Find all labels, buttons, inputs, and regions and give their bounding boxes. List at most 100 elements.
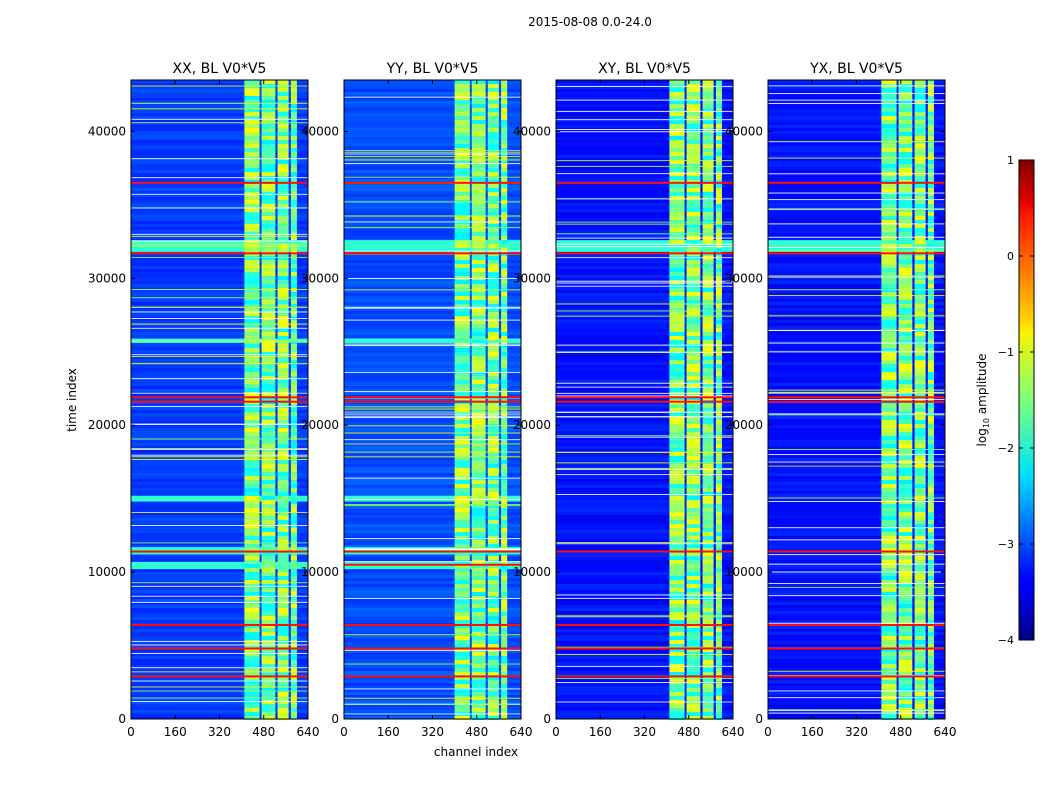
heatmap-noise: [344, 80, 521, 719]
panel-yy: YY, BL V0*V5 0 160 320 480 640 0 10000 20000 3000…: [301, 61, 533, 739]
colorbar: 1 0 −1 −2 −3 −4 log10 amplitude: [975, 154, 1035, 647]
flagged-row: [344, 400, 521, 403]
x-tick-label: 320: [421, 725, 444, 739]
y-tick-label: 0: [331, 712, 339, 726]
x-tick-label: 480: [889, 725, 912, 739]
panel-yx: YX, BL V0*V5 0 160 320 480 640 0 10000 20000 3000…: [725, 61, 957, 739]
flagged-row: [556, 623, 733, 626]
panel-title: YY, BL V0*V5: [386, 61, 479, 77]
y-tick-label: 0: [543, 712, 551, 726]
x-tick-label: 0: [127, 725, 135, 739]
x-tick-label: 320: [208, 725, 231, 739]
colorbar-tick-label: −4: [998, 634, 1014, 647]
flagged-row: [556, 396, 733, 399]
flagged-row: [556, 181, 733, 184]
horizontal-lines: [768, 85, 945, 714]
flagged-row: [344, 252, 521, 255]
flagged-row: [131, 252, 308, 255]
panel-title: XY, BL V0*V5: [598, 61, 691, 77]
flagged-row: [768, 647, 945, 650]
flagged-row: [556, 647, 733, 650]
flagged-row: [768, 252, 945, 255]
flagged-row: [344, 550, 521, 553]
x-tick-label: 0: [552, 725, 560, 739]
flagged-row: [344, 675, 521, 678]
elevated-band: [768, 240, 945, 252]
heatmap-noise: [768, 80, 945, 719]
flagged-row: [768, 400, 945, 403]
y-tick-label: 20000: [301, 418, 339, 432]
flagged-row: [131, 396, 308, 399]
colorbar-ticks: 1 0 −1 −2 −3 −4: [998, 154, 1034, 647]
elevated-band: [556, 240, 733, 252]
panel-xx: XX, BL V0*V5 0 160 320 480 640 0 10000 20000 3000…: [88, 61, 320, 739]
flagged-row: [131, 647, 308, 650]
x-tick-label: 640: [722, 725, 745, 739]
x-tick-label: 160: [589, 725, 612, 739]
flagged-row: [556, 400, 733, 403]
horizontal-lines: [556, 85, 733, 703]
elevated-band: [344, 338, 521, 343]
panels: XX, BL V0*V5 0 160 320 480 640 0 10000 20000 3000…: [88, 61, 957, 739]
flagged-row: [131, 181, 308, 184]
colorbar-gradient: [1018, 159, 1035, 641]
flagged-row: [344, 563, 521, 566]
y-tick-label: 10000: [301, 565, 339, 579]
flagged-row: [768, 550, 945, 553]
y-tick-label: 0: [755, 712, 763, 726]
flagged-row: [556, 252, 733, 255]
x-tick-label: 640: [934, 725, 957, 739]
flagged-row: [556, 550, 733, 553]
x-tick-label: 0: [764, 725, 772, 739]
flagged-row: [131, 400, 308, 403]
x-tick-label: 640: [510, 725, 533, 739]
y-tick-label: 30000: [88, 271, 126, 285]
x-tick-label: 640: [297, 725, 320, 739]
y-tick-label: 10000: [725, 565, 763, 579]
y-tick-label: 30000: [301, 271, 339, 285]
y-tick-label: 20000: [725, 418, 763, 432]
flagged-row: [768, 181, 945, 184]
y-tick-label: 20000: [88, 418, 126, 432]
colorbar-tick-label: 1: [1007, 154, 1014, 167]
flagged-row: [344, 647, 521, 650]
panel-xy: XY, BL V0*V5 0 160 320 480 640 0 10000 20000 3000…: [513, 61, 745, 739]
y-tick-label: 40000: [513, 124, 551, 138]
flagged-row: [344, 623, 521, 626]
elevated-band: [344, 495, 521, 502]
flagged-row: [768, 623, 945, 626]
colorbar-tick-label: −3: [998, 538, 1014, 551]
x-tick-label: 480: [252, 725, 275, 739]
x-tick-label: 160: [164, 725, 187, 739]
flagged-row: [131, 675, 308, 678]
x-tick-label: 480: [465, 725, 488, 739]
x-tick-label: 160: [377, 725, 400, 739]
colorbar-label: log10 amplitude: [975, 354, 991, 447]
x-tick-label: 0: [340, 725, 348, 739]
y-tick-label: 40000: [725, 124, 763, 138]
flagged-row: [768, 396, 945, 399]
colorbar-tick-label: −2: [998, 442, 1014, 455]
elevated-band: [344, 240, 521, 252]
horizontal-lines: [131, 85, 308, 703]
elevated-band: [131, 561, 308, 570]
y-tick-label: 30000: [725, 271, 763, 285]
flagged-row: [344, 181, 521, 184]
x-tick-label: 320: [845, 725, 868, 739]
x-axis-label: channel index: [434, 745, 518, 759]
elevated-band: [131, 495, 308, 502]
colorbar-tick-label: −1: [998, 346, 1014, 359]
y-tick-label: 10000: [88, 565, 126, 579]
x-tick-label: 160: [801, 725, 824, 739]
y-tick-label: 10000: [513, 565, 551, 579]
panel-title: YX, BL V0*V5: [809, 61, 903, 77]
y-tick-label: 0: [118, 712, 126, 726]
colorbar-tick-label: 0: [1007, 250, 1014, 263]
panel-title: XX, BL V0*V5: [173, 61, 267, 77]
y-tick-label: 30000: [513, 271, 551, 285]
y-tick-label: 40000: [301, 124, 339, 138]
y-axis-label: time index: [65, 368, 79, 432]
x-tick-label: 320: [633, 725, 656, 739]
flagged-row: [131, 550, 308, 553]
